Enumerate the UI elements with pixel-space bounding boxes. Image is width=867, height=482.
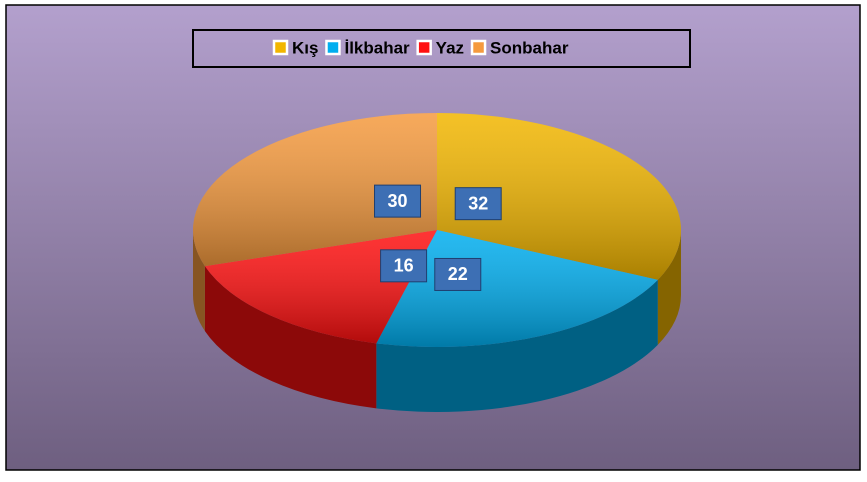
legend: Kış İlkbahar Yaz Sonbahar xyxy=(272,38,569,57)
pie-slice-shade xyxy=(192,113,437,267)
legend-marker xyxy=(416,39,432,56)
legend-label: Kış xyxy=(292,38,318,57)
legend-label: İlkbahar xyxy=(344,38,410,57)
legend-marker xyxy=(272,39,289,56)
legend-label: Yaz xyxy=(436,38,464,57)
data-label-box xyxy=(380,249,428,283)
data-labels: 32 22 16 30 xyxy=(374,184,502,291)
data-label: 22 xyxy=(448,264,468,284)
legend-marker xyxy=(470,39,487,56)
data-label-box xyxy=(374,184,422,218)
pie-side xyxy=(657,230,681,345)
legend-marker xyxy=(325,39,341,56)
data-label-box xyxy=(454,187,502,221)
pie-slice-shade xyxy=(437,113,681,280)
data-label: 16 xyxy=(394,256,414,276)
data-label: 30 xyxy=(388,191,408,211)
pie-side xyxy=(204,266,377,409)
pie-side xyxy=(193,230,205,332)
data-label: 32 xyxy=(468,193,488,213)
data-label-box xyxy=(434,257,482,291)
legend-label: Sonbahar xyxy=(490,38,569,57)
pie-tops xyxy=(192,113,681,347)
pie-side xyxy=(376,279,658,412)
pie-slice-shade xyxy=(204,230,437,344)
pie-sides xyxy=(193,230,681,412)
legend-box xyxy=(192,29,691,68)
